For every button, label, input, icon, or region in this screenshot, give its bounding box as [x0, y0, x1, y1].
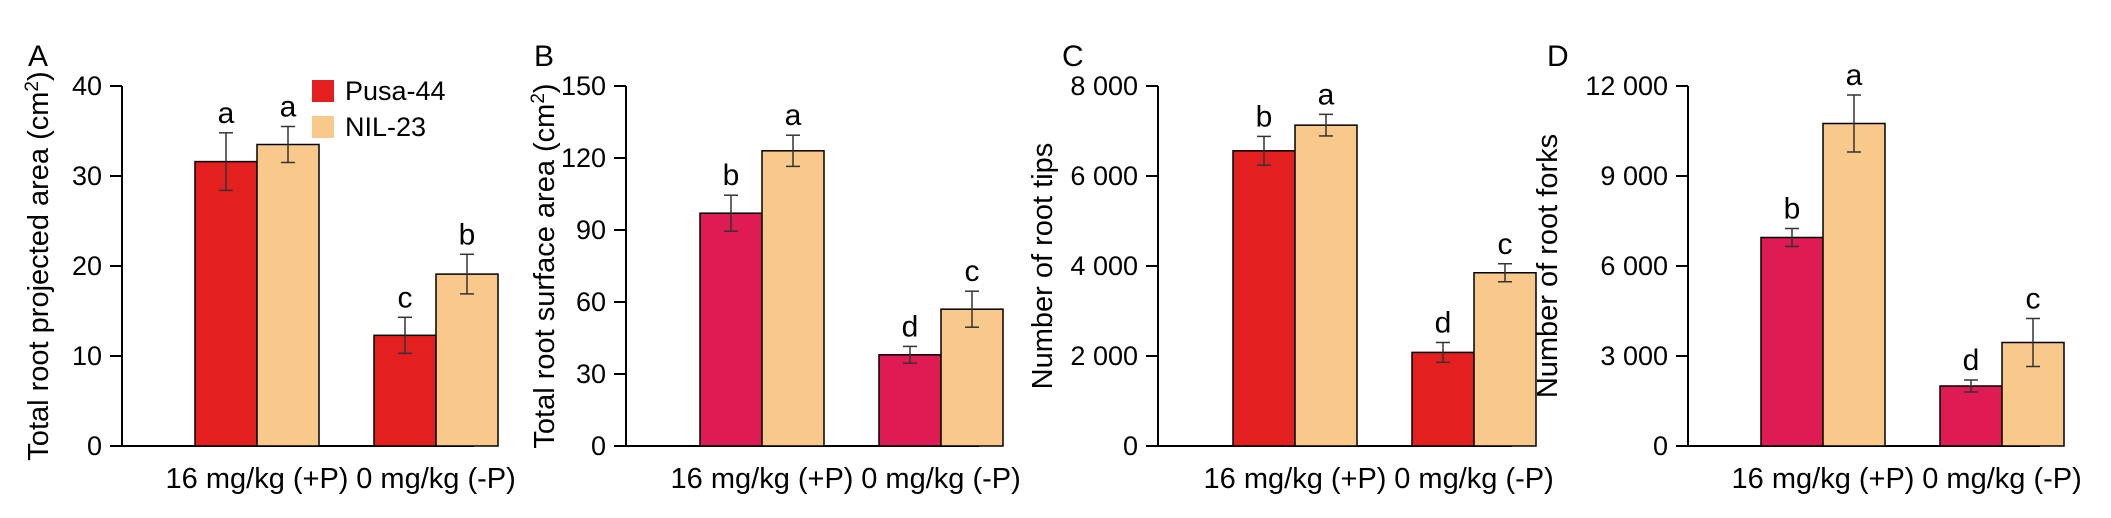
- bar: [878, 354, 942, 447]
- significance-letter: a: [1846, 59, 1863, 92]
- bar: [1760, 236, 1824, 447]
- y-tick-label: 90: [576, 215, 606, 245]
- y-tick-label: 8 000: [1070, 71, 1138, 101]
- x-category-label: 16 mg/kg (+P): [671, 463, 854, 495]
- legend-swatch: [312, 80, 334, 102]
- y-axis-title-text: Total root surface area (cm: [529, 104, 561, 449]
- legend-label: Pusa-44: [345, 76, 446, 106]
- x-category-label: 0 mg/kg (-P): [1394, 463, 1554, 495]
- significance-letter: c: [398, 281, 413, 314]
- panel-letter: B: [534, 40, 554, 73]
- significance-letter: d: [902, 310, 919, 343]
- legend-swatch: [312, 116, 334, 138]
- significance-letter: b: [459, 218, 476, 251]
- bar: [761, 150, 825, 447]
- significance-letter: b: [1256, 100, 1273, 133]
- y-axis-title: Number of root tips: [1027, 143, 1059, 390]
- bar: [194, 160, 258, 447]
- y-axis-title-end: ): [23, 71, 55, 81]
- significance-letter: a: [785, 99, 802, 132]
- significance-letter: d: [1435, 307, 1452, 340]
- panel-a: A 0 10 20 30 40 Total root projected area (cm2…: [22, 40, 516, 495]
- y-tick-label: 0: [87, 431, 102, 461]
- x-category-label: 16 mg/kg (+P): [1204, 463, 1387, 495]
- panel-letter: D: [1547, 40, 1569, 73]
- y-axis-title-text: Number of root tips: [1027, 143, 1059, 390]
- bar: [1822, 122, 1886, 447]
- y-tick-label: 6 000: [1600, 251, 1668, 281]
- y-tick-label: 2 000: [1070, 341, 1138, 371]
- significance-letter: a: [218, 97, 235, 130]
- y-axis-title: Total root surface area (cm2): [528, 83, 562, 448]
- y-tick-label: 0: [1653, 431, 1668, 461]
- bar: [940, 308, 1004, 447]
- y-tick-label: 60: [576, 287, 606, 317]
- bar: [1232, 150, 1296, 447]
- y-tick-label: 20: [72, 251, 102, 281]
- legend: Pusa-44 NIL-23: [312, 76, 446, 142]
- y-axis-title-text: Total root projected area (cm: [23, 92, 55, 461]
- bar: [435, 273, 499, 447]
- significance-letter: b: [1784, 193, 1801, 226]
- significance-letter: c: [1498, 228, 1513, 261]
- y-tick-label: 120: [561, 143, 606, 173]
- y-tick-label: 6 000: [1070, 161, 1138, 191]
- x-category-label: 16 mg/kg (+P): [1732, 463, 1915, 495]
- x-category-label: 0 mg/kg (-P): [861, 463, 1021, 495]
- significance-letter: a: [1318, 78, 1335, 111]
- bar: [699, 212, 763, 447]
- y-axis-title-superscript: 2: [528, 93, 549, 104]
- bar: [1939, 385, 2003, 447]
- significance-letter: c: [965, 255, 980, 288]
- y-axis-title: Total root projected area (cm2): [22, 71, 56, 460]
- panel-c: C 0 2 000 4 000 6 000 8 000 Number of root tip…: [1027, 40, 1554, 495]
- panel-d: D 0 3 000 6 000 9 000 12 000 Number of root fo…: [1532, 40, 2082, 495]
- y-axis-title-text: Number of root forks: [1532, 134, 1564, 398]
- bar: [1411, 351, 1475, 447]
- y-tick-label: 0: [1123, 431, 1138, 461]
- bar: [1294, 124, 1358, 447]
- significance-letter: d: [1963, 344, 1980, 377]
- y-axis-title-superscript: 2: [22, 81, 43, 92]
- y-tick-label: 4 000: [1070, 251, 1138, 281]
- y-tick-label: 40: [72, 71, 102, 101]
- panel-letter: A: [28, 40, 48, 73]
- x-category-label: 0 mg/kg (-P): [1922, 463, 2082, 495]
- legend-label: NIL-23: [345, 112, 426, 142]
- y-tick-label: 9 000: [1600, 161, 1668, 191]
- x-category-label: 16 mg/kg (+P): [166, 463, 349, 495]
- significance-letter: c: [2026, 283, 2041, 316]
- y-tick-label: 12 000: [1585, 71, 1668, 101]
- y-tick-label: 0: [591, 431, 606, 461]
- y-axis-title-end: ): [529, 83, 561, 93]
- y-tick-label: 30: [576, 359, 606, 389]
- significance-letter: a: [280, 91, 297, 124]
- x-category-label: 0 mg/kg (-P): [356, 463, 516, 495]
- significance-letter: b: [723, 159, 740, 192]
- bar: [1473, 272, 1537, 447]
- y-tick-label: 10: [72, 341, 102, 371]
- panel-letter: C: [1062, 40, 1084, 73]
- y-tick-label: 3 000: [1600, 341, 1668, 371]
- y-tick-label: 150: [561, 71, 606, 101]
- y-tick-label: 30: [72, 161, 102, 191]
- bar: [256, 143, 320, 447]
- y-axis-title: Number of root forks: [1532, 134, 1564, 398]
